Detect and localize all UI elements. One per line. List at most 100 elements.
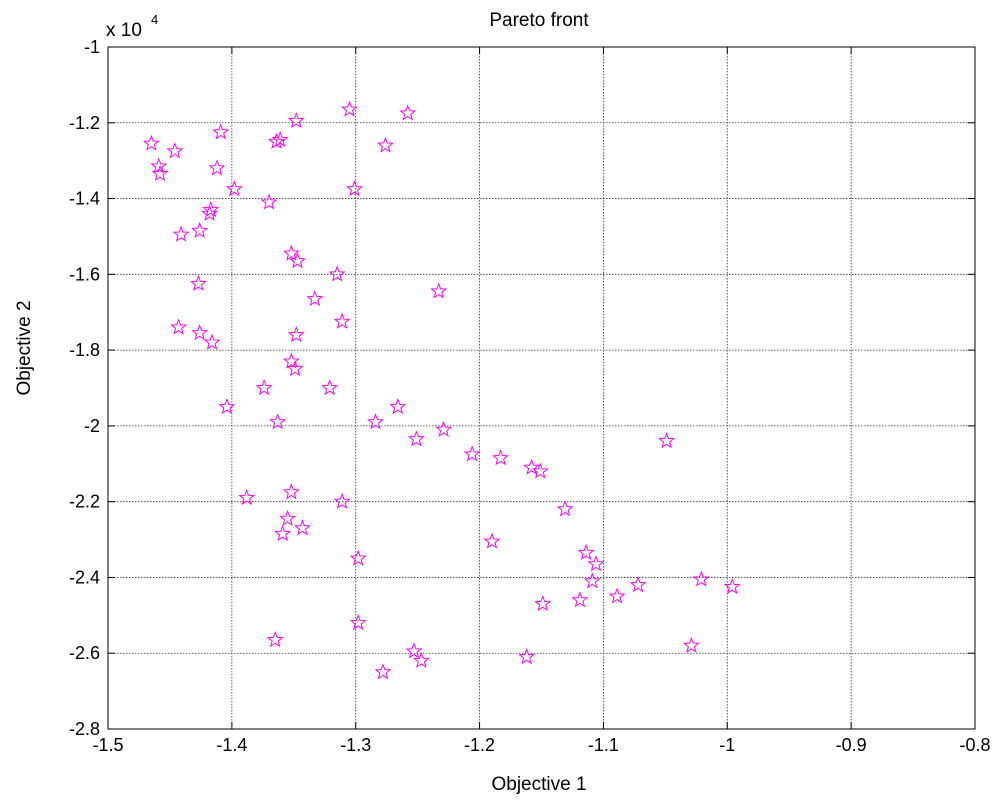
data-point: [367, 413, 384, 430]
data-point: [629, 576, 647, 593]
data-point: [405, 642, 423, 659]
data-point: [531, 462, 549, 479]
y-tick-label: -1.6: [69, 264, 100, 284]
data-point: [201, 204, 219, 221]
x-tick-label: -1: [719, 735, 735, 755]
axes-frame: [107, 46, 976, 730]
data-point: [556, 500, 574, 517]
data-point: [682, 636, 700, 653]
x-tick-label: -1.3: [340, 735, 371, 755]
data-point: [723, 578, 741, 595]
data-point: [321, 379, 339, 396]
plot-background: [108, 47, 975, 729]
y-tick-labels: -1 -1.2 -1.4 -1.6 -1.8 -2 -2.2 -2.4 -2.6 -2.8: [69, 37, 100, 739]
data-point: [260, 193, 278, 210]
data-point: [218, 398, 236, 415]
data-point: [202, 201, 220, 218]
y-axis-label: Objective 2: [14, 300, 35, 395]
data-point: [306, 290, 324, 307]
data-point: [212, 123, 230, 140]
data-point: [483, 532, 501, 549]
data-point: [658, 432, 676, 449]
data-point: [333, 492, 351, 509]
x-tick-label: -1.4: [216, 735, 247, 755]
data-point: [271, 130, 289, 148]
plot-area: [107, 46, 976, 730]
data-point: [534, 595, 552, 612]
data-point: [692, 570, 710, 587]
data-point: [571, 591, 589, 608]
x-tick-labels: -1.5 -1.4 -1.3 -1.2 -1.1 -1 -0.9 -0.8: [92, 735, 990, 755]
data-point: [349, 549, 367, 566]
y-tick-label: -2.4: [69, 567, 100, 587]
data-point: [293, 519, 311, 536]
data-point: [333, 312, 351, 329]
y-tick-label: -1: [84, 37, 100, 57]
data-point: [389, 398, 407, 415]
chart-title: Pareto front: [489, 10, 589, 31]
data-point: [289, 252, 306, 269]
x-tick-label: -0.8: [959, 735, 990, 755]
data-point: [151, 165, 169, 182]
y-tick-label: -2.8: [69, 719, 100, 739]
data-point: [523, 458, 541, 475]
data-point: [346, 180, 363, 197]
data-point: [166, 142, 184, 159]
x-tick-label: -1.2: [464, 735, 495, 755]
data-point: [492, 449, 510, 466]
data-point: [341, 100, 358, 117]
y-scale-base: x 10: [106, 20, 142, 41]
y-tick-label: -1.2: [69, 113, 100, 133]
axis-ticks: [107, 46, 976, 730]
y-tick-label: -1.8: [69, 340, 100, 360]
y-tick-label: -2.6: [69, 643, 100, 663]
y-scale-exponent: 4: [151, 12, 158, 27]
data-point: [374, 663, 392, 680]
x-tick-label: -1.1: [588, 735, 619, 755]
data-point: [191, 324, 209, 341]
data-point: [282, 244, 300, 261]
data-point: [399, 104, 417, 121]
data-point: [203, 333, 221, 350]
data-points: [142, 100, 741, 680]
data-point: [577, 543, 595, 561]
data-point: [279, 509, 297, 526]
y-tick-label: -1.4: [69, 189, 100, 209]
y-tick-label: -2: [84, 416, 100, 436]
grid-lines: [108, 47, 975, 729]
x-axis-label: Objective 1: [491, 774, 586, 795]
data-point: [208, 159, 226, 176]
data-point: [328, 265, 346, 282]
data-point: [287, 111, 305, 129]
y-tick-label: -2.2: [69, 492, 100, 512]
x-tick-label: -0.9: [836, 735, 867, 755]
y-scale-factor: x 10 4: [106, 12, 158, 41]
data-point: [587, 555, 605, 572]
data-point: [189, 274, 207, 291]
data-point: [412, 651, 430, 669]
data-point: [282, 352, 300, 369]
data-point: [287, 326, 305, 343]
data-point: [463, 445, 481, 462]
data-point: [583, 572, 601, 589]
data-point: [274, 524, 292, 542]
data-point: [407, 430, 425, 447]
data-point: [172, 225, 190, 242]
x-tick-label: -1.5: [92, 735, 123, 755]
data-point: [518, 648, 536, 665]
data-point: [269, 413, 287, 430]
data-point: [266, 631, 284, 648]
data-point: [376, 136, 394, 153]
data-point: [255, 379, 273, 396]
data-point: [142, 134, 160, 151]
data-point: [430, 282, 448, 299]
data-point: [225, 180, 243, 197]
data-point: [608, 587, 626, 604]
data-point: [435, 420, 453, 437]
data-point: [286, 360, 304, 377]
data-point: [191, 221, 209, 238]
data-point: [238, 488, 256, 506]
data-point: [282, 483, 300, 500]
data-point: [170, 318, 188, 335]
